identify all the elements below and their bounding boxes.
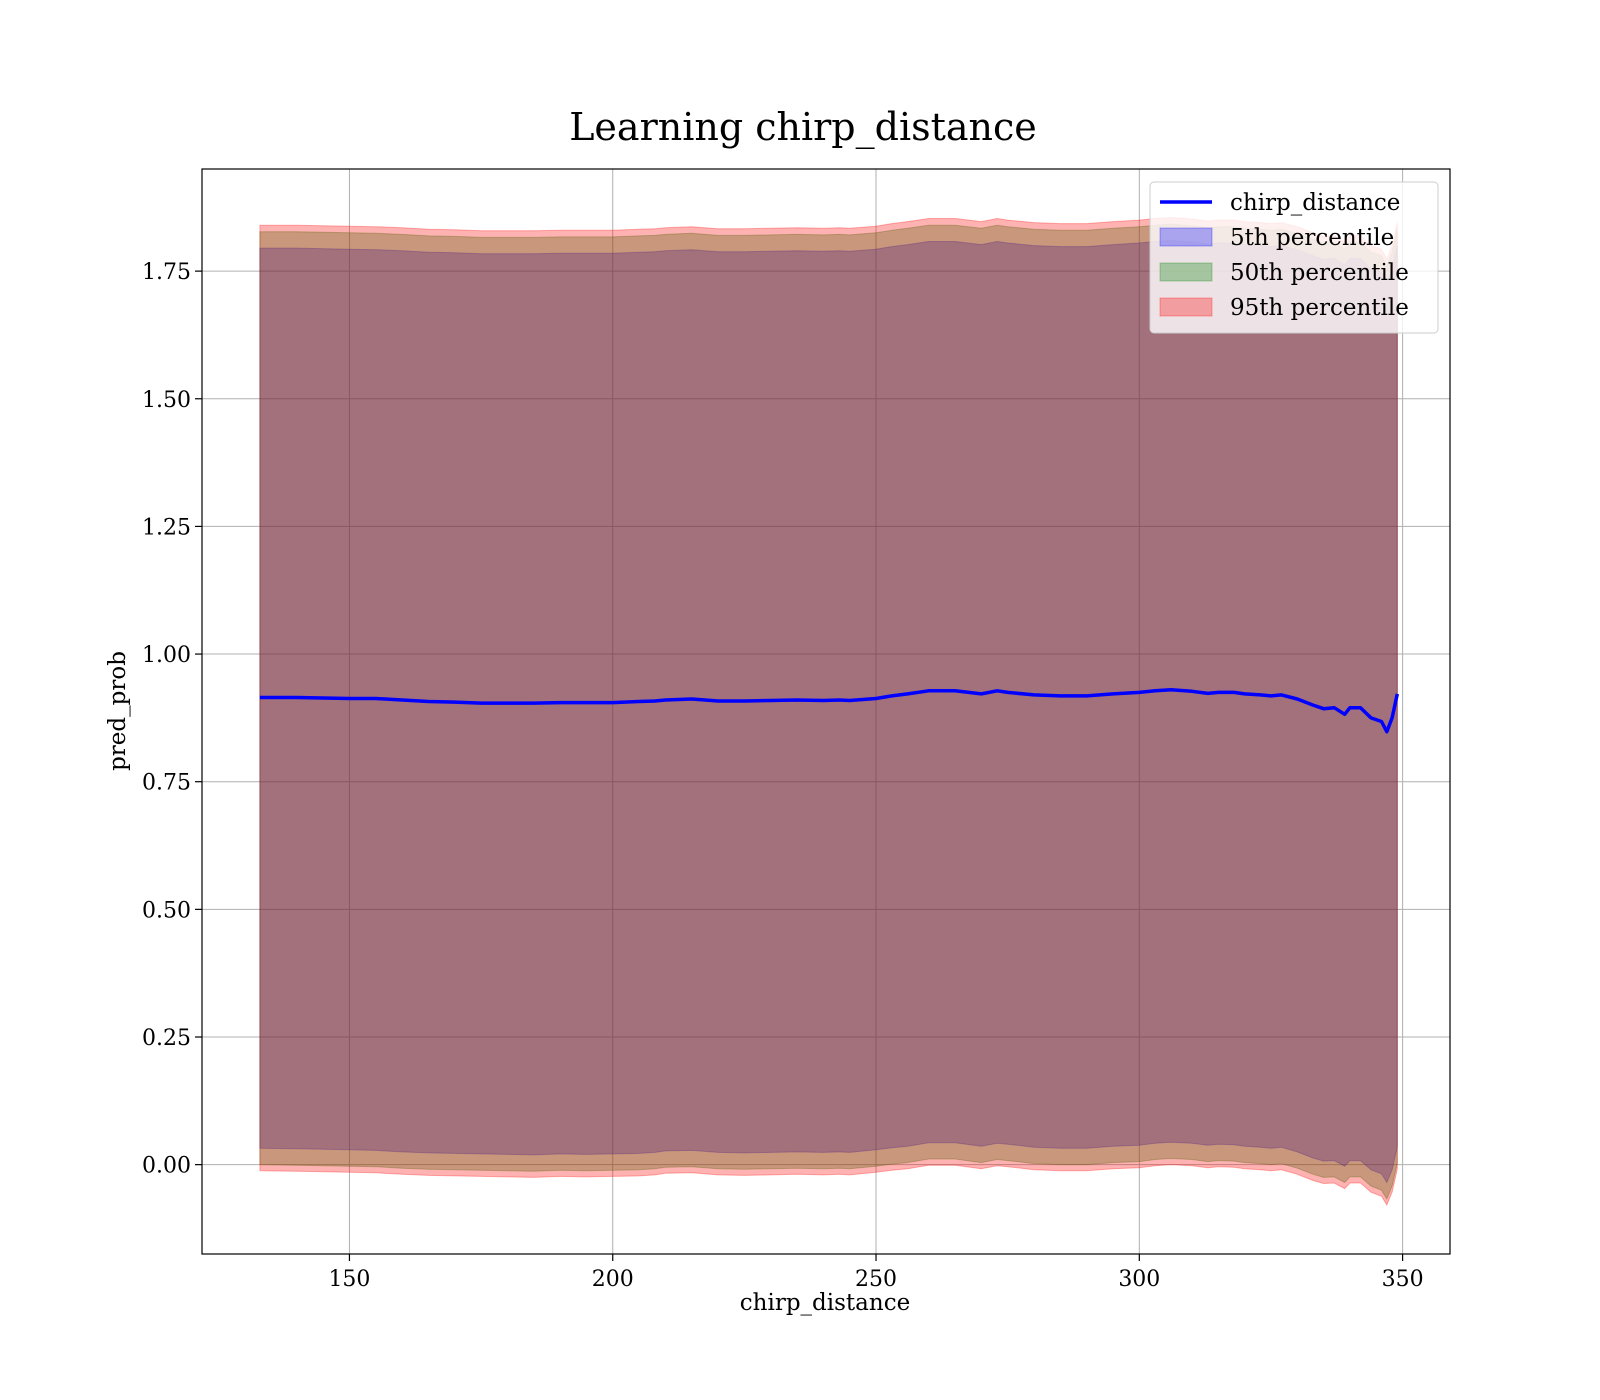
y-tick-label: 1.50 — [142, 388, 191, 413]
y-tick-label: 1.25 — [142, 515, 191, 540]
legend-swatch-band — [1159, 227, 1213, 247]
y-tick-label: 0.75 — [142, 771, 191, 796]
legend-entry-label: 5th percentile — [1230, 225, 1394, 251]
y-tick-label: 0.25 — [142, 1026, 191, 1051]
percentile-bands — [259, 216, 1398, 1207]
y-tick-label: 1.00 — [142, 643, 191, 668]
legend-box — [1149, 181, 1439, 334]
legend-entry-label: 50th percentile — [1230, 260, 1409, 286]
x-tick-label: 200 — [592, 1267, 634, 1292]
y-axis-label: pred_prob — [105, 651, 131, 771]
legend-entry-label: chirp_distance — [1230, 190, 1400, 216]
legend-swatch-band — [1159, 297, 1213, 317]
chart-title: Learning chirp_distance — [569, 105, 1037, 150]
series-lines — [259, 688, 1400, 734]
y-tick-label: 0.00 — [142, 1154, 191, 1179]
x-tick-label: 150 — [328, 1267, 370, 1292]
series-line-chirp-distance — [259, 688, 1400, 734]
plot-area-frame — [201, 168, 1451, 1255]
band-50th-percentile — [259, 223, 1398, 1201]
x-tick-label: 250 — [855, 1267, 897, 1292]
legend-entry-label: 95th percentile — [1230, 295, 1409, 321]
band-95th-percentile — [259, 216, 1398, 1207]
legend: chirp_distance 5th percentile 50th percent… — [1149, 181, 1439, 334]
y-tick-label: 1.75 — [142, 260, 191, 285]
x-axis-label: chirp_distance — [740, 1290, 910, 1316]
y-axis-ticks: 0.00 0.25 0.50 0.75 1.00 1.25 1.50 1.75 — [142, 260, 202, 1179]
band-5th-percentile — [259, 239, 1398, 1184]
y-tick-label: 0.50 — [142, 898, 191, 923]
legend-swatch-band — [1159, 262, 1213, 282]
x-axis-ticks: 150 200 250 300 350 — [328, 1254, 1424, 1292]
x-tick-label: 350 — [1382, 1267, 1424, 1292]
x-tick-label: 300 — [1118, 1267, 1160, 1292]
